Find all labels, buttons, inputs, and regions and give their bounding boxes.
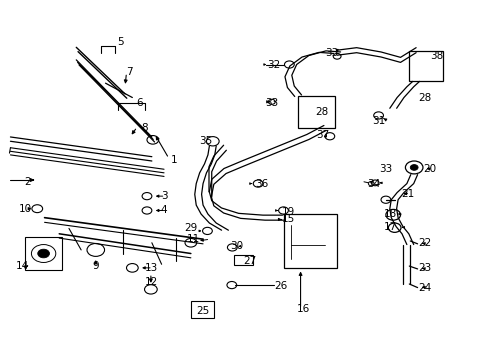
Text: 34: 34 <box>366 179 380 189</box>
Text: 14: 14 <box>16 261 29 271</box>
Text: 31: 31 <box>371 116 385 126</box>
Text: 23: 23 <box>417 263 430 273</box>
Text: 16: 16 <box>296 304 309 314</box>
Text: 12: 12 <box>145 277 158 287</box>
Bar <box>298 96 334 128</box>
Text: 4: 4 <box>161 206 167 216</box>
Text: 2: 2 <box>24 177 31 187</box>
Bar <box>233 255 253 265</box>
Text: 29: 29 <box>184 224 197 233</box>
Text: 37: 37 <box>315 130 328 140</box>
Text: 32: 32 <box>266 60 280 70</box>
Text: 38: 38 <box>429 51 443 61</box>
Bar <box>25 237 61 270</box>
Text: 3: 3 <box>161 191 167 201</box>
Text: 30: 30 <box>230 241 243 251</box>
Text: 26: 26 <box>274 281 287 291</box>
Text: 28: 28 <box>314 107 327 117</box>
Text: 15: 15 <box>281 215 294 224</box>
Text: 19: 19 <box>281 207 294 217</box>
Text: 33: 33 <box>325 48 338 58</box>
Text: 10: 10 <box>19 204 32 214</box>
Text: 35: 35 <box>199 136 212 145</box>
Circle shape <box>38 249 49 258</box>
Text: 13: 13 <box>145 263 158 273</box>
Text: 17: 17 <box>384 222 397 231</box>
Text: 5: 5 <box>117 37 123 47</box>
Text: 25: 25 <box>196 306 209 316</box>
Text: 33: 33 <box>379 164 392 174</box>
Text: 11: 11 <box>186 234 200 244</box>
Text: 9: 9 <box>92 261 99 271</box>
Text: 1: 1 <box>170 155 177 165</box>
Text: 22: 22 <box>417 238 430 248</box>
Bar <box>283 214 336 268</box>
Text: 36: 36 <box>254 179 267 189</box>
Text: 6: 6 <box>136 98 142 108</box>
Text: 8: 8 <box>141 123 147 133</box>
Text: 18: 18 <box>384 209 397 219</box>
Bar <box>190 301 214 318</box>
Text: 24: 24 <box>417 283 430 293</box>
Text: 21: 21 <box>401 189 414 199</box>
Text: 33: 33 <box>264 98 277 108</box>
Text: 20: 20 <box>423 164 435 174</box>
Circle shape <box>409 165 417 170</box>
Text: 7: 7 <box>126 67 133 77</box>
Text: 27: 27 <box>242 256 256 266</box>
Bar <box>408 51 443 81</box>
Text: 28: 28 <box>417 93 430 103</box>
